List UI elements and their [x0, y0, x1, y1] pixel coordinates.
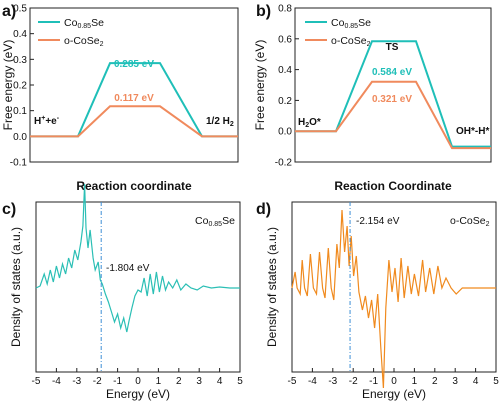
ytick-label: 0.2	[13, 81, 27, 92]
panel-d-xlabel: Energy (eV)	[362, 387, 426, 401]
xtick-label: 1	[156, 376, 162, 387]
panel-b-barrier-co085se: 0.584 eV	[372, 67, 412, 78]
panel-d: d) Density of states (a.u.) Energy (eV) …	[256, 201, 499, 401]
panel-c-label: c)	[2, 201, 16, 218]
xtick-label: 4	[473, 376, 479, 387]
ytick-label: 0.2	[278, 96, 292, 107]
panel-a-state-3: 1/2 H2	[206, 116, 234, 128]
panel-a: a) Free energy (eV) Reaction coordinate …	[1, 3, 239, 193]
ytick-label: 0.3	[13, 55, 27, 66]
ytick-label: 0.0	[278, 127, 292, 138]
panel-a-barrier-ocose2: 0.117 eV	[114, 93, 154, 104]
xtick-label: -1	[369, 376, 378, 387]
xtick-label: 5	[493, 376, 499, 387]
ytick-label: -0.1	[10, 158, 28, 169]
panel-d-ylabel: Density of states (a.u.)	[265, 227, 279, 347]
panel-d-legend: o-CoSe2	[450, 215, 490, 228]
panel-c: c) Density of states (a.u.) Energy (eV) …	[2, 183, 243, 401]
xtick-label: 3	[196, 376, 202, 387]
ytick-label: 0.4	[13, 29, 27, 40]
xtick-label: 1	[412, 376, 418, 387]
panel-b: b) Free energy (eV) Reaction Coordinate …	[253, 3, 492, 193]
panel-b-state-ts: TS	[386, 42, 399, 53]
panel-d-dos-curve	[291, 209, 496, 389]
panel-a-state-1: H++e-	[34, 115, 60, 127]
panel-d-label: d)	[256, 201, 271, 218]
panel-b-legend-ocose2: o-CoSe2	[331, 35, 371, 48]
ytick-label: 0.4	[278, 65, 292, 76]
xtick-label: -3	[328, 376, 337, 387]
xtick-label: -5	[288, 376, 297, 387]
xtick-label: 2	[176, 376, 182, 387]
panel-b-state-1: H2O*	[298, 117, 321, 129]
xtick-label: 0	[391, 376, 397, 387]
panel-c-dos-curve	[35, 183, 240, 333]
panel-a-ylabel: Free energy (eV)	[1, 40, 15, 131]
panel-d-dband-center-label: -2.154 eV	[356, 216, 400, 227]
panel-c-ylabel: Density of states (a.u.)	[9, 227, 23, 347]
xtick-label: 0	[135, 376, 141, 387]
energy-profile-ocose2	[295, 80, 491, 150]
xtick-label: -5	[32, 376, 41, 387]
xtick-label: -2	[93, 376, 102, 387]
panel-b-legend-co085se: Co0.85Se	[331, 17, 371, 30]
xtick-label: 5	[237, 376, 243, 387]
panel-c-dband-center-label: -1.804 eV	[106, 263, 150, 274]
xtick-label: 4	[217, 376, 223, 387]
panel-b-state-3: OH*-H*	[456, 126, 489, 137]
ytick-label: 0.1	[13, 106, 27, 117]
ytick-label: -0.2	[275, 158, 293, 169]
panel-a-legend-ocose2: o-CoSe2	[64, 35, 104, 48]
panel-a-frame	[29, 7, 239, 163]
xtick-label: 2	[432, 376, 438, 387]
ytick-label: 0.0	[13, 132, 27, 143]
xtick-label: 3	[452, 376, 458, 387]
panel-b-frame	[294, 7, 492, 163]
xtick-label: -1	[113, 376, 122, 387]
panel-b-label: b)	[256, 3, 271, 20]
panel-a-legend-co085se: Co0.85Se	[64, 17, 104, 30]
panel-a-label: a)	[2, 3, 16, 20]
panel-a-xlabel: Reaction coordinate	[76, 179, 192, 193]
panel-c-xlabel: Energy (eV)	[106, 387, 170, 401]
panel-b-xlabel: Reaction Coordinate	[334, 179, 452, 193]
xtick-label: -2	[349, 376, 358, 387]
ytick-label: 0.8	[278, 4, 292, 15]
energy-profile-ocose2	[30, 105, 238, 138]
panel-c-legend: Co0.85Se	[195, 215, 235, 228]
xtick-label: -3	[72, 376, 81, 387]
panel-b-barrier-ocose2: 0.321 eV	[372, 94, 412, 105]
panel-a-barrier-co085se: 0.285 eV	[114, 59, 154, 70]
xtick-label: -4	[52, 376, 61, 387]
xtick-label: -4	[308, 376, 317, 387]
ytick-label: 0.5	[13, 4, 27, 15]
ytick-label: 0.6	[278, 34, 292, 45]
panel-b-ylabel: Free energy (eV)	[253, 40, 267, 131]
